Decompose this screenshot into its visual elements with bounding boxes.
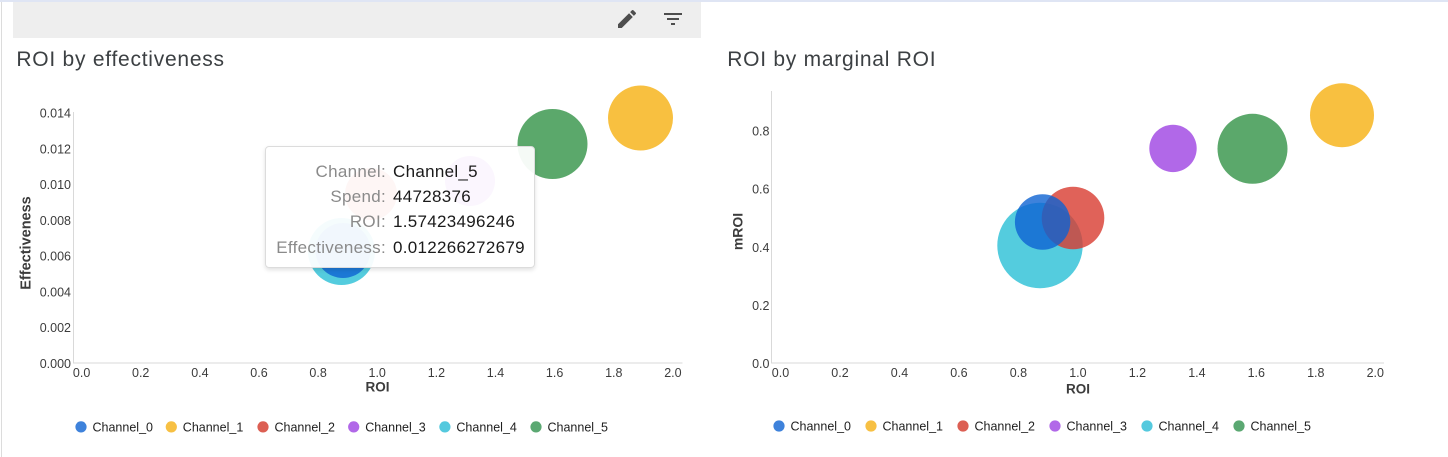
svg-text:Channel_3: Channel_3 xyxy=(365,420,426,434)
svg-text:1.4: 1.4 xyxy=(487,366,504,380)
svg-text:Channel_1: Channel_1 xyxy=(183,420,244,434)
svg-text:mROI: mROI xyxy=(730,213,746,250)
svg-text:0.008: 0.008 xyxy=(40,214,71,228)
svg-text:1.0: 1.0 xyxy=(1069,366,1086,380)
svg-text:2.0: 2.0 xyxy=(1367,366,1384,380)
svg-text:1.4: 1.4 xyxy=(1188,366,1205,380)
svg-text:Channel_0: Channel_0 xyxy=(791,420,852,434)
svg-text:0.0: 0.0 xyxy=(772,366,789,380)
svg-text:0.4: 0.4 xyxy=(752,241,769,255)
svg-text:0.006: 0.006 xyxy=(40,250,71,264)
svg-text:1.2: 1.2 xyxy=(428,366,445,380)
svg-text:0.6: 0.6 xyxy=(752,183,769,197)
svg-text:Channel_0: Channel_0 xyxy=(93,420,154,434)
svg-text:ROI: ROI xyxy=(1066,382,1090,397)
svg-text:ROI: ROI xyxy=(365,380,389,395)
svg-text:2.0: 2.0 xyxy=(664,366,681,380)
svg-text:1.6: 1.6 xyxy=(1248,366,1265,380)
svg-text:0.014: 0.014 xyxy=(40,107,71,121)
svg-text:0.012: 0.012 xyxy=(40,142,71,156)
svg-text:0.8: 0.8 xyxy=(752,125,769,139)
svg-text:1.8: 1.8 xyxy=(1307,366,1324,380)
svg-text:0.010: 0.010 xyxy=(40,178,71,192)
svg-text:0.002: 0.002 xyxy=(40,321,71,335)
svg-text:0.2: 0.2 xyxy=(752,299,769,313)
svg-text:0.4: 0.4 xyxy=(191,366,208,380)
svg-text:0.6: 0.6 xyxy=(250,366,267,380)
svg-text:0.8: 0.8 xyxy=(309,366,326,380)
svg-text:ROI by marginal ROI: ROI by marginal ROI xyxy=(727,48,936,71)
svg-text:0.2: 0.2 xyxy=(132,366,149,380)
svg-text:1.0: 1.0 xyxy=(369,366,386,380)
svg-text:Channel_4: Channel_4 xyxy=(1159,420,1220,434)
svg-text:Channel_1: Channel_1 xyxy=(883,420,944,434)
svg-text:1.6: 1.6 xyxy=(546,366,563,380)
svg-text:Channel_5: Channel_5 xyxy=(548,420,609,434)
svg-text:1.8: 1.8 xyxy=(605,366,622,380)
svg-text:Channel_3: Channel_3 xyxy=(1067,420,1128,434)
svg-text:0.8: 0.8 xyxy=(1010,366,1027,380)
svg-text:Effectiveness: Effectiveness xyxy=(19,196,35,290)
svg-text:Channel_5: Channel_5 xyxy=(1251,420,1312,434)
svg-text:0.2: 0.2 xyxy=(831,366,848,380)
svg-text:Channel_2: Channel_2 xyxy=(275,420,336,434)
svg-text:0.000: 0.000 xyxy=(40,357,71,371)
svg-text:0.004: 0.004 xyxy=(40,286,71,300)
svg-text:Channel_2: Channel_2 xyxy=(975,420,1036,434)
svg-text:0.4: 0.4 xyxy=(891,366,908,380)
svg-text:Channel_4: Channel_4 xyxy=(456,420,517,434)
svg-text:0.0: 0.0 xyxy=(73,366,90,380)
svg-text:1.2: 1.2 xyxy=(1129,366,1146,380)
svg-text:0.0: 0.0 xyxy=(752,357,769,371)
svg-text:ROI by effectiveness: ROI by effectiveness xyxy=(16,48,224,71)
svg-text:0.6: 0.6 xyxy=(950,366,967,380)
